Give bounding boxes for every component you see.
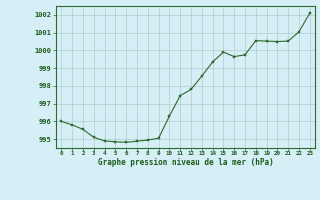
X-axis label: Graphe pression niveau de la mer (hPa): Graphe pression niveau de la mer (hPa) <box>98 158 274 167</box>
